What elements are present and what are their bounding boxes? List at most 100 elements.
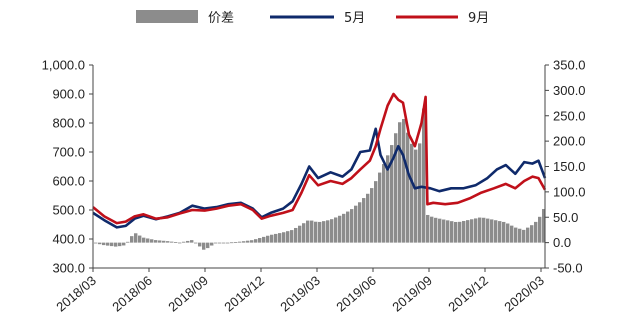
left-tick-label: 900.0 (52, 87, 85, 102)
right-tick-label: 250.0 (553, 108, 586, 123)
spread-bar (390, 145, 394, 243)
spread-bar (402, 119, 406, 243)
spread-bar (190, 240, 194, 243)
x-tick-label: 2019/09 (389, 273, 435, 315)
spread-bar (114, 242, 118, 247)
x-tick-label: 2019/12 (445, 273, 491, 315)
spread-bar (482, 217, 486, 243)
spread-bar (466, 220, 470, 243)
spread-bar (290, 230, 294, 243)
spread-bar (338, 215, 342, 243)
right-tick-label: 50.0 (553, 210, 578, 225)
spread-bar (282, 232, 286, 243)
spread-bar (230, 242, 234, 244)
spread-bar (94, 242, 98, 244)
spread-bar (446, 220, 450, 243)
spread-bar (150, 239, 154, 243)
spread-bar (206, 242, 210, 249)
right-tick-label: 300.0 (553, 83, 586, 98)
spread-bar (174, 242, 178, 243)
spread-bar (126, 241, 130, 243)
spread-bar (514, 227, 518, 243)
spread-bar (362, 198, 366, 243)
spread-bar (254, 239, 258, 243)
x-tick-label: 2019/06 (333, 273, 379, 315)
spread-bar (418, 143, 422, 243)
right-tick-label: 150.0 (553, 159, 586, 174)
x-tick-label: 2018/12 (221, 273, 267, 315)
spread-bar (442, 219, 446, 243)
spread-bar (194, 242, 198, 244)
spread-bar (202, 242, 206, 250)
legend-label-spread: 价差 (208, 11, 234, 26)
spread-bar (518, 228, 522, 243)
spread-bar (438, 218, 442, 243)
spread-bar (322, 221, 326, 243)
spread-bar (102, 242, 106, 246)
spread-bar (350, 209, 354, 243)
spread-bar (142, 237, 146, 243)
spread-bar (318, 221, 322, 243)
spread-bar (522, 229, 526, 243)
spread-bar (274, 233, 278, 243)
spread-bar (366, 193, 370, 243)
spread-bar (502, 221, 506, 243)
spread-bar (354, 205, 358, 243)
spread-bar (158, 240, 162, 243)
spread-bar (426, 214, 430, 243)
spread-bar (346, 211, 350, 243)
spread-bar (246, 240, 250, 243)
spread-bar (542, 209, 546, 243)
spread-bar (302, 223, 306, 243)
spread-bar (382, 164, 386, 243)
spread-bar (462, 220, 466, 243)
spread-bar (334, 217, 338, 243)
spread-bar (242, 241, 246, 243)
spread-bar (286, 231, 290, 243)
spread-bar (110, 242, 114, 247)
spread-bar (210, 242, 214, 246)
spread-bar (326, 220, 330, 243)
spread-bar (358, 202, 362, 243)
spread-bar (122, 242, 126, 246)
series-line-may (92, 127, 547, 229)
spread-bar (410, 143, 414, 243)
spread-bar (270, 234, 274, 243)
right-tick-label: 200.0 (553, 134, 586, 149)
spread-bar (170, 241, 174, 243)
right-tick-label: 350.0 (553, 58, 586, 73)
spread-bar (406, 132, 410, 243)
spread-bar (498, 221, 502, 243)
spread-bar (294, 227, 298, 243)
left-tick-label: 1,000.0 (42, 58, 85, 73)
spread-bar (306, 220, 310, 243)
spread-bar (214, 242, 218, 244)
spread-bar (154, 240, 158, 243)
spread-bar (370, 188, 374, 243)
spread-bar (250, 240, 254, 243)
legend-swatch-spread (136, 10, 198, 23)
left-tick-label: 300.0 (52, 261, 85, 276)
spread-bar (422, 108, 426, 243)
spread-bar (314, 221, 318, 243)
spread-bar (278, 233, 282, 243)
spread-bar (238, 241, 242, 243)
spread-bar (386, 155, 390, 243)
spread-bar (258, 238, 262, 243)
spread-bar (166, 241, 170, 243)
spread-bar (234, 242, 238, 243)
spread-bar (510, 225, 514, 243)
spread-bar (182, 241, 186, 243)
spread-bar (262, 236, 266, 243)
spread-bar (478, 217, 482, 243)
spread-bar (134, 233, 138, 243)
spread-bar (474, 218, 478, 243)
left-tick-label: 600.0 (52, 174, 85, 189)
spread-bar (398, 122, 402, 243)
spread-bar (146, 238, 150, 243)
spread-bar (130, 236, 134, 243)
spread-bar (186, 240, 190, 243)
spread-bar (374, 181, 378, 243)
x-tick-label: 2018/03 (53, 273, 99, 315)
